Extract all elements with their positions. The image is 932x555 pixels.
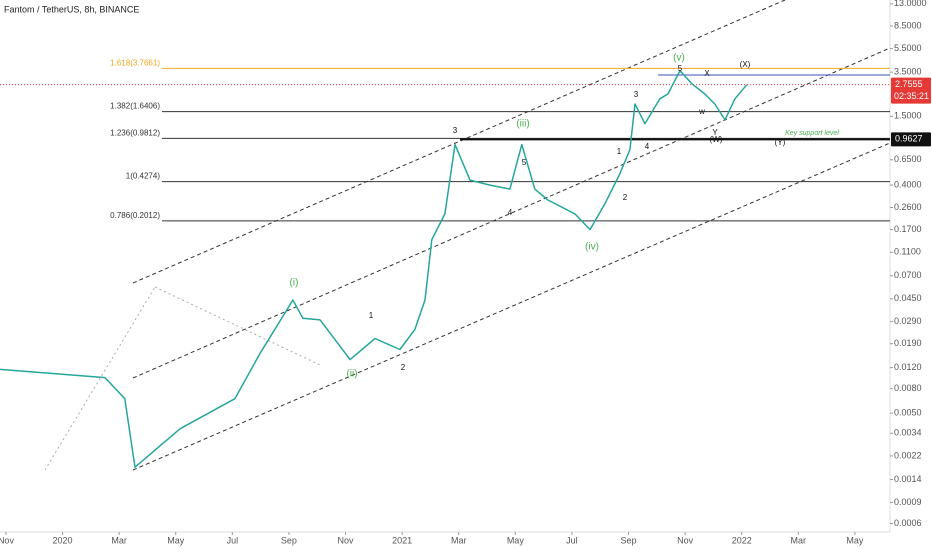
fib-label: 1.382(1.6406) xyxy=(110,102,160,111)
wave-label: 1 xyxy=(369,311,374,320)
support-label: 0.9627 xyxy=(895,134,923,144)
wave-label: (iv) xyxy=(585,242,599,253)
y-tick-label: 0.0190 xyxy=(894,338,922,348)
y-tick-label: 0.0080 xyxy=(894,383,922,393)
fib-label: 1(0.4274) xyxy=(126,172,161,181)
wave-label: 4 xyxy=(508,208,513,217)
fib-label: 1.236(0.9812) xyxy=(110,128,160,137)
x-tick-label: Nov xyxy=(338,535,355,545)
price-line xyxy=(0,69,748,468)
wave-label: 4 xyxy=(645,142,650,151)
channel-line xyxy=(132,142,891,471)
x-tick-label: May xyxy=(167,535,185,545)
wave-label: 5 xyxy=(678,64,683,73)
x-tick-label: Mar xyxy=(791,535,807,545)
y-tick-label: 0.0700 xyxy=(894,270,922,280)
wave-label: 3 xyxy=(453,126,458,135)
y-tick-label: 1.5000 xyxy=(894,111,922,121)
x-tick-label: May xyxy=(507,535,525,545)
chart-title: Fantom / TetherUS, 8h, BINANCE xyxy=(4,4,139,14)
wave-label: 5 xyxy=(522,158,527,167)
y-tick-label: 0.1700 xyxy=(894,224,922,234)
wave-label: w xyxy=(698,107,705,116)
y-tick-label: 0.4000 xyxy=(894,179,922,189)
wave-label: Key support level xyxy=(785,130,839,137)
y-tick-label: 0.0050 xyxy=(894,408,922,418)
wave-label: 2 xyxy=(623,193,628,202)
wave-label: Y xyxy=(712,128,718,137)
x-tick-label: 2022 xyxy=(732,535,752,545)
wave-label: (iii) xyxy=(516,119,529,130)
x-tick-label: May xyxy=(846,535,864,545)
y-tick-label: 0.0006 xyxy=(894,518,922,528)
countdown-label: 02:35:21 xyxy=(894,91,929,101)
y-tick-label: 0.1100 xyxy=(894,247,921,257)
channel-line xyxy=(132,47,891,379)
y-tick-label: 5.5000 xyxy=(894,43,922,53)
wave-label: (W) xyxy=(710,135,723,144)
helper-lines xyxy=(44,286,321,471)
x-tick-label: Nov xyxy=(0,535,14,545)
fib-label: 0.786(0.2012) xyxy=(110,211,160,220)
y-tick-label: 8.5000 xyxy=(894,20,922,30)
x-tick-label: Jul xyxy=(227,535,239,545)
channel-lines xyxy=(132,0,891,471)
wave-label: 2 xyxy=(401,363,406,372)
x-tick-label: Sep xyxy=(621,535,637,545)
y-tick-label: 13.0000 xyxy=(894,0,927,8)
last-price-badge xyxy=(891,77,931,104)
x-tick-label: Sep xyxy=(281,535,297,545)
dotted-line xyxy=(44,286,156,471)
wave-label: (Y) xyxy=(775,138,786,147)
wave-label: X xyxy=(704,69,710,78)
y-tick-label: 0.0014 xyxy=(894,474,922,484)
support-badge xyxy=(891,132,931,147)
wave-label: 1 xyxy=(617,147,622,156)
wave-label: (X) xyxy=(740,60,751,69)
wave-label: (v) xyxy=(673,53,685,64)
x-tick-label: 2020 xyxy=(53,535,73,545)
wave-label: (ii) xyxy=(346,369,357,380)
x-tick-label: Mar xyxy=(451,535,467,545)
x-tick-label: Jul xyxy=(566,535,578,545)
y-tick-label: 3.5000 xyxy=(894,67,922,77)
y-tick-label: 0.0034 xyxy=(894,428,922,438)
y-tick-label: 0.6500 xyxy=(894,154,922,164)
y-tick-label: 0.0450 xyxy=(894,293,922,303)
y-tick-label: 0.0009 xyxy=(894,497,922,507)
wave-label: (i) xyxy=(290,278,299,289)
y-tick-label: 0.0120 xyxy=(894,362,922,372)
y-tick-label: 0.0022 xyxy=(894,450,922,460)
x-tick-label: Mar xyxy=(111,535,127,545)
last-price-label: 2.7555 xyxy=(895,79,923,89)
x-tick-label: 2021 xyxy=(392,535,412,545)
wave-label: 3 xyxy=(634,90,639,99)
y-tick-label: 0.2600 xyxy=(894,202,922,212)
fib-label: 1.618(3.7661) xyxy=(110,58,160,67)
y-tick-label: 0.0290 xyxy=(894,316,922,326)
dotted-line xyxy=(154,286,321,366)
x-tick-label: Nov xyxy=(677,535,694,545)
